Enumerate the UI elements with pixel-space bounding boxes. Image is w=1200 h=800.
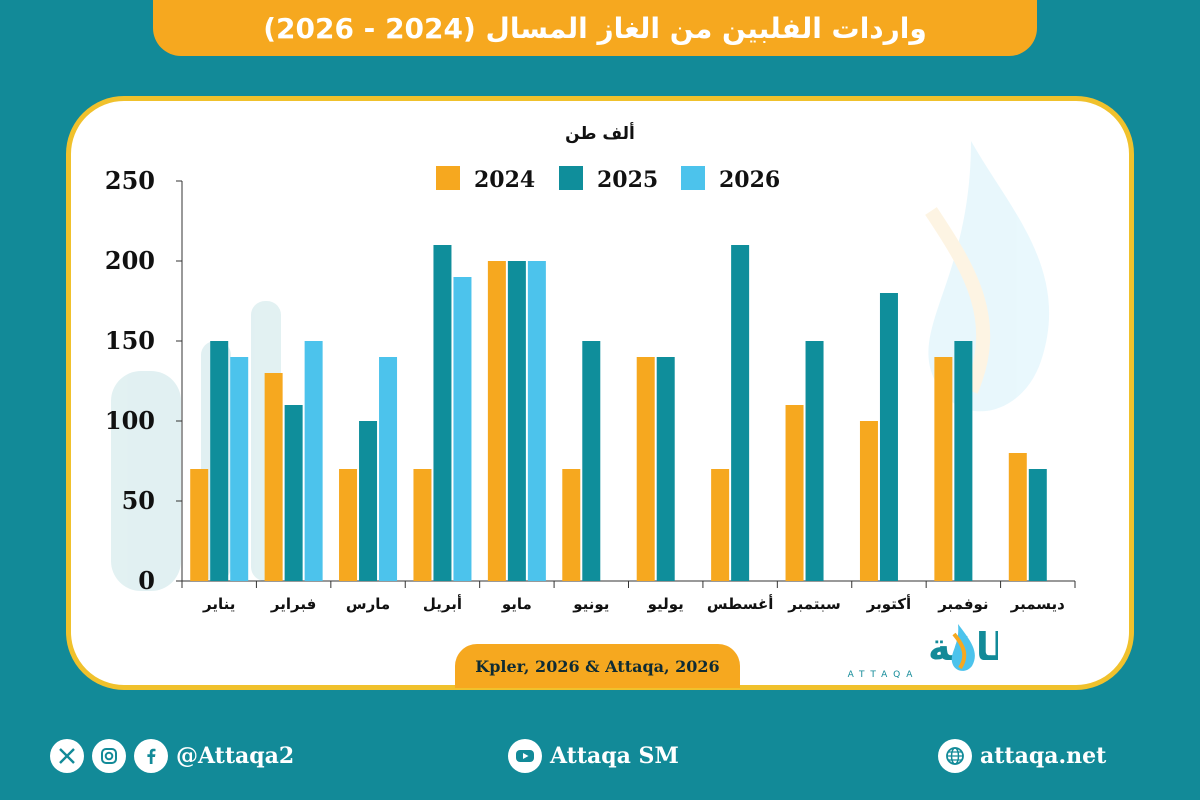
bar-2025 xyxy=(805,341,824,581)
svg-text:ATTAQA: ATTAQA xyxy=(848,670,919,680)
bar-2025 xyxy=(210,341,229,581)
bar-2025 xyxy=(656,357,675,581)
bar-2025 xyxy=(582,341,601,581)
bar-2025 xyxy=(879,293,898,581)
x-tick-label: أغسطس xyxy=(707,594,773,613)
bar-2025 xyxy=(433,245,452,581)
x-tick-label: يوليو xyxy=(647,595,684,613)
source-pill: Kpler, 2026 & Attaqa, 2026 xyxy=(455,644,740,688)
legend-label-2025: 2025 xyxy=(597,167,658,193)
bar-2025 xyxy=(731,245,750,581)
y-tick-label: 250 xyxy=(105,166,155,195)
x-tick-label: سبتمبر xyxy=(787,595,841,613)
y-tick-label: 150 xyxy=(105,326,155,355)
bar-2025 xyxy=(1028,469,1047,581)
bar-2024 xyxy=(264,373,283,581)
x-icon[interactable] xyxy=(50,739,84,773)
bar-2024 xyxy=(785,405,804,581)
source-text: Kpler, 2026 & Attaqa, 2026 xyxy=(475,656,720,676)
bar-2025 xyxy=(507,261,526,581)
x-tick-label: مارس xyxy=(346,595,390,613)
website-link[interactable]: attaqa.net xyxy=(938,736,1106,776)
bar-2024 xyxy=(934,357,953,581)
bar-2025 xyxy=(359,421,378,581)
unit-label: ألف طن xyxy=(565,122,635,144)
instagram-icon[interactable] xyxy=(92,739,126,773)
bar-2024 xyxy=(487,261,506,581)
social-handle[interactable]: @Attaqa2 xyxy=(176,743,295,769)
attaqa-logo: الطاقة ATTAQA xyxy=(848,624,998,680)
bar-2024 xyxy=(859,421,878,581)
bar-2026 xyxy=(304,341,323,581)
legend-swatch-2025 xyxy=(559,166,583,190)
bar-2024 xyxy=(636,357,655,581)
youtube-icon xyxy=(508,739,542,773)
legend-swatch-2026 xyxy=(681,166,705,190)
y-tick-label: 50 xyxy=(122,486,155,515)
x-tick-label: فبراير xyxy=(270,595,316,613)
bar-2024 xyxy=(1008,453,1027,581)
chart-title: واردات الفلبين من الغاز المسال (2024 - 2… xyxy=(263,11,927,45)
legend-swatch-2024 xyxy=(436,166,460,190)
bar-2024 xyxy=(339,469,358,581)
globe-icon xyxy=(938,739,972,773)
x-tick-label: يناير xyxy=(202,595,235,613)
bar-2026 xyxy=(379,357,398,581)
bar-2025 xyxy=(284,405,303,581)
bar-2025 xyxy=(954,341,973,581)
bar-2026 xyxy=(230,357,249,581)
y-tick-label: 100 xyxy=(105,406,155,435)
y-tick-label: 200 xyxy=(105,246,155,275)
x-tick-label: أكتوبر xyxy=(866,594,911,613)
x-tick-label: نوفمبر xyxy=(937,595,988,613)
bar-2024 xyxy=(562,469,581,581)
legend-label-2024: 2024 xyxy=(474,167,535,193)
title-banner: واردات الفلبين من الغاز المسال (2024 - 2… xyxy=(153,0,1037,56)
bar-2026 xyxy=(453,277,472,581)
youtube-handle[interactable]: Attaqa SM xyxy=(550,743,679,769)
chart-panel: 0 50 100 150 200 250 ألف طن يناير فبراير مارس أبري… xyxy=(66,96,1134,690)
y-tick-label: 0 xyxy=(138,566,155,595)
bar-2024 xyxy=(413,469,432,581)
facebook-icon[interactable] xyxy=(134,739,168,773)
social-links: @Attaqa2 xyxy=(50,736,294,776)
bar-2024 xyxy=(711,469,730,581)
legend-label-2026: 2026 xyxy=(719,167,780,193)
youtube-link[interactable]: Attaqa SM xyxy=(508,736,679,776)
x-tick-label: أبريل xyxy=(423,594,462,613)
bar-2024 xyxy=(190,469,209,581)
website-url[interactable]: attaqa.net xyxy=(980,743,1107,769)
bar-chart: 0 50 100 150 200 250 ألف طن يناير فبراير مارس أبري… xyxy=(105,122,1076,613)
x-tick-label: مايو xyxy=(501,595,532,613)
bar-2026 xyxy=(527,261,546,581)
x-tick-label: ديسمبر xyxy=(1010,595,1065,613)
x-tick-label: يونيو xyxy=(572,595,609,613)
